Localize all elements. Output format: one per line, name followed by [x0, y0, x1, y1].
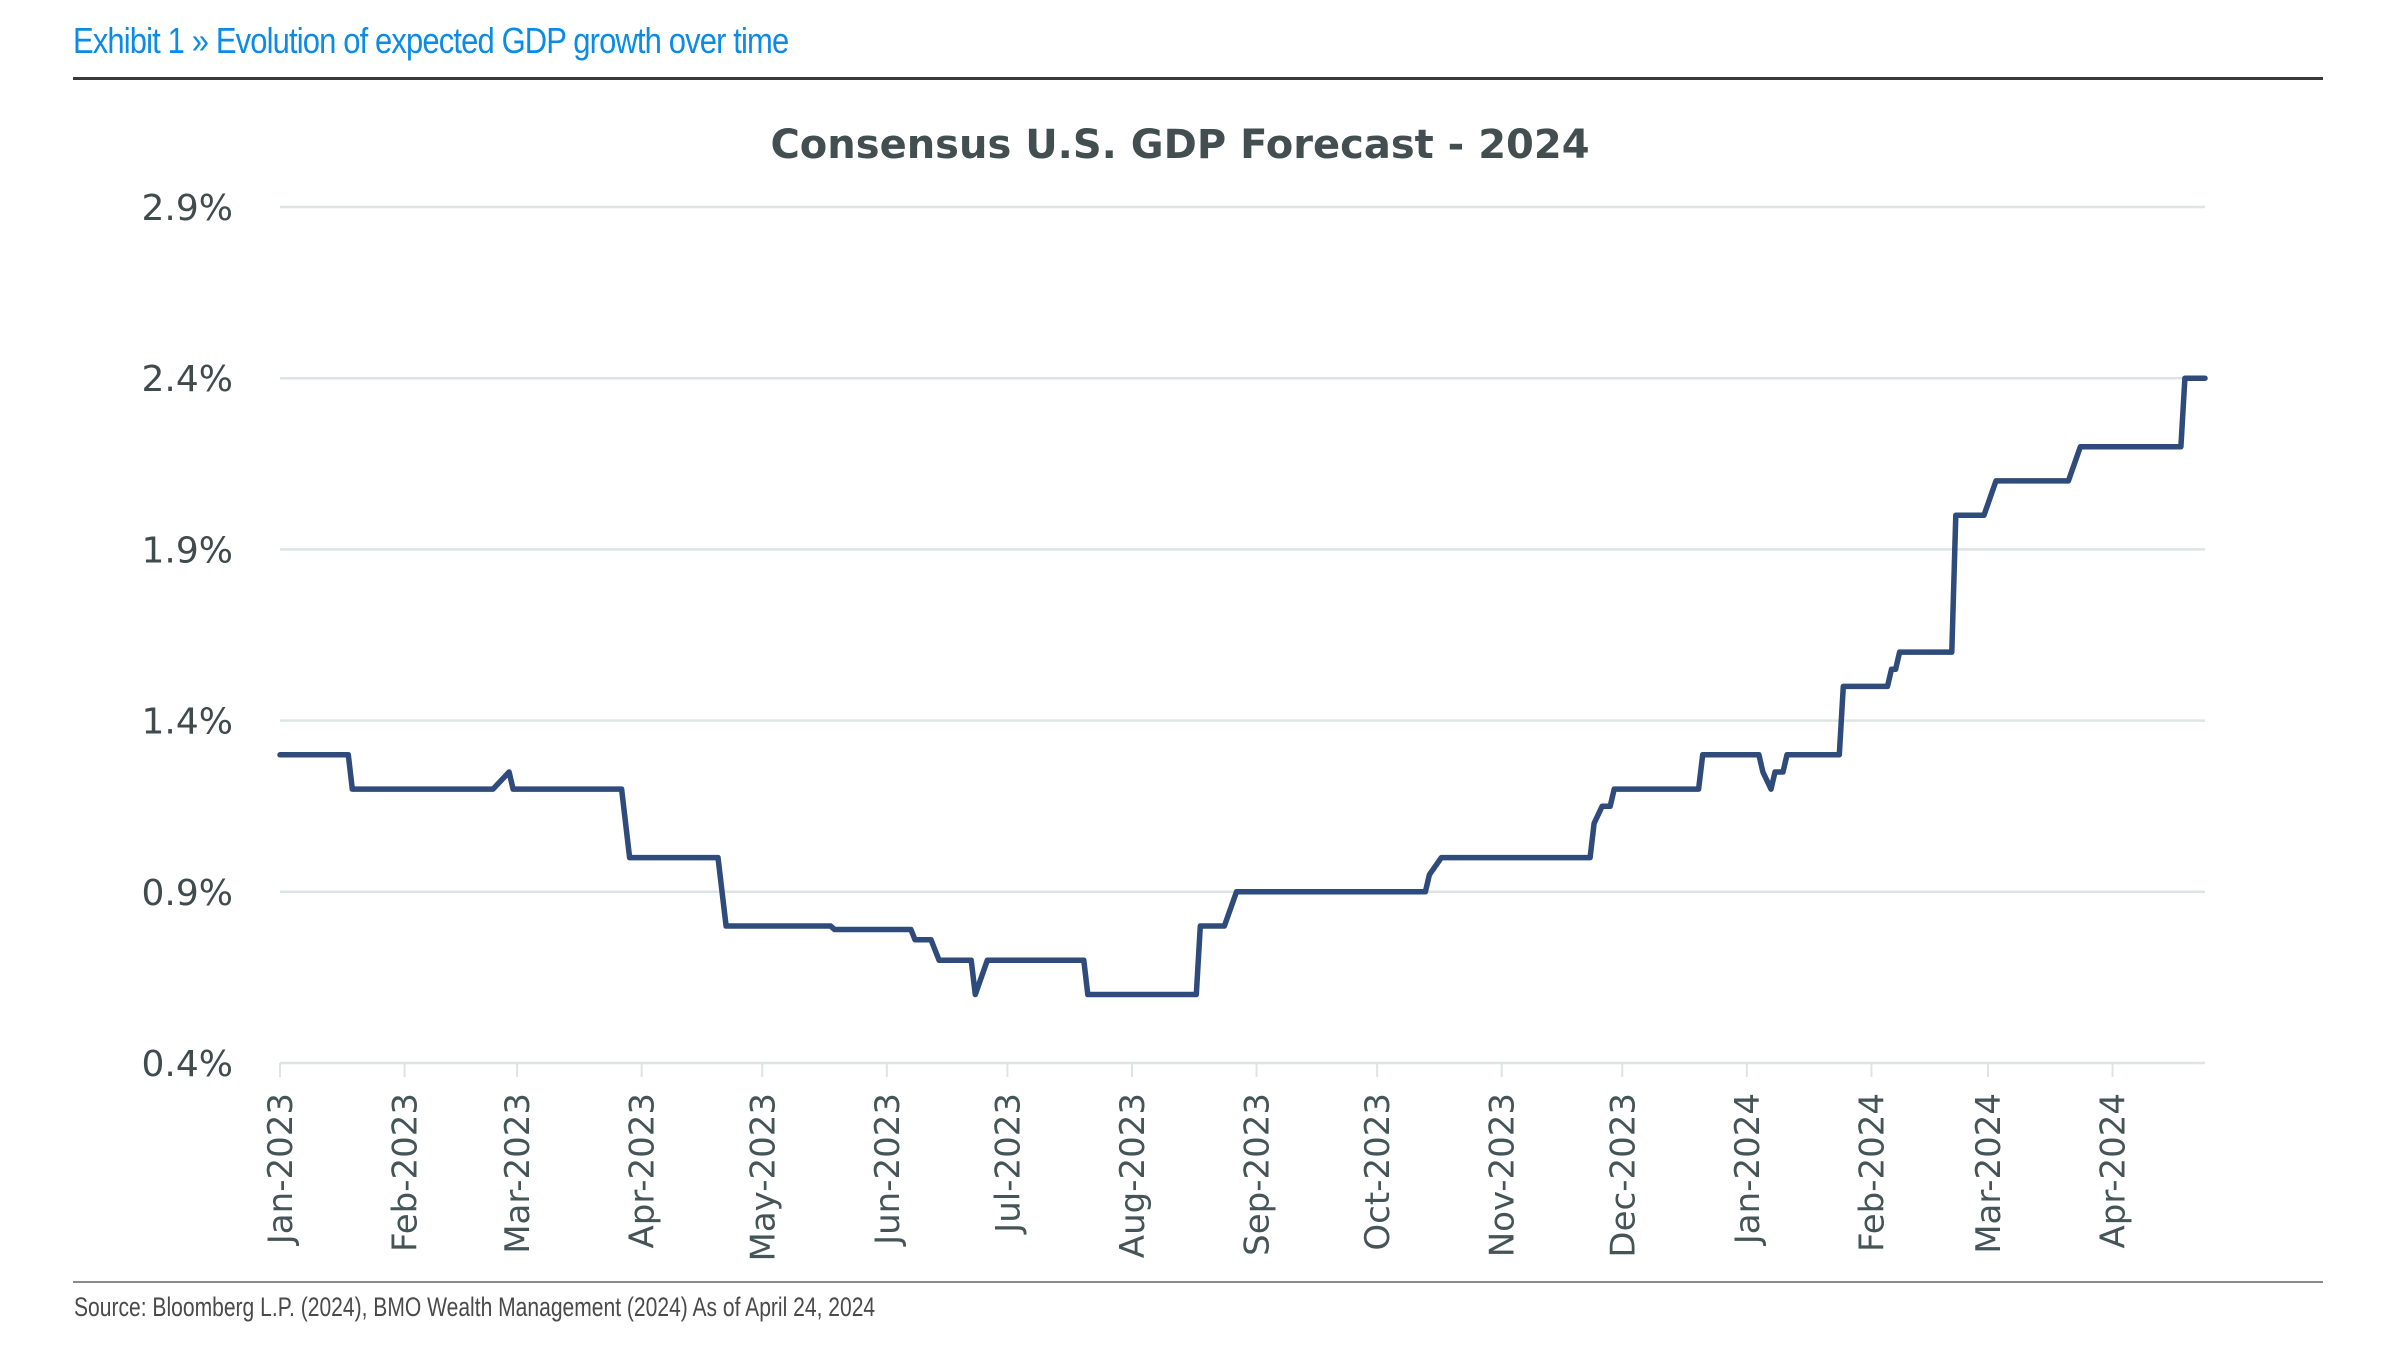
x-axis-ticks: Jan-2023 Feb-2023 Mar-2023 Apr-2023 May-2023…	[261, 1063, 2134, 1262]
x-tick-label: May-2023	[743, 1093, 783, 1262]
x-tick-label: Jan-2024	[1728, 1093, 1768, 1246]
x-tick-label: Jun-2023	[868, 1093, 908, 1247]
x-tick-label: Aug-2023	[1113, 1093, 1153, 1258]
y-axis-labels: 2.9% 2.4% 1.9% 1.4% 0.9% 0.4%	[142, 188, 233, 1085]
y-tick-label: 1.4%	[142, 702, 233, 743]
series-layer	[277, 375, 2208, 998]
x-tick-label: Jan-2023	[261, 1093, 301, 1246]
x-tick-label: Sep-2023	[1238, 1093, 1278, 1256]
y-tick-label: 0.9%	[142, 873, 233, 914]
x-tick-label: Apr-2024	[2094, 1093, 2134, 1248]
x-tick-label: Nov-2023	[1483, 1093, 1523, 1257]
y-tick-label: 1.9%	[142, 530, 233, 571]
y-tick-label: 2.9%	[142, 188, 233, 229]
x-tick-label: Mar-2023	[498, 1093, 538, 1254]
exhibit-title: Exhibit 1 » Evolution of expected GDP gr…	[73, 20, 789, 61]
series-line-gdp-forecast	[277, 375, 2208, 998]
x-tick-label: Feb-2023	[386, 1093, 426, 1252]
x-tick-label: Mar-2024	[1969, 1093, 2009, 1254]
x-tick-label: Feb-2024	[1852, 1093, 1892, 1252]
y-tick-label: 0.4%	[142, 1044, 233, 1085]
x-tick-label: Jul-2023	[988, 1093, 1028, 1235]
chart-title: Consensus U.S. GDP Forecast - 2024	[770, 122, 1589, 168]
x-tick-label: Apr-2023	[623, 1093, 663, 1248]
source-note: Source: Bloomberg L.P. (2024), BMO Wealt…	[74, 1292, 876, 1322]
y-tick-label: 2.4%	[142, 359, 233, 400]
x-tick-label: Dec-2023	[1603, 1093, 1643, 1258]
footer-divider	[73, 1281, 2323, 1283]
x-tick-label: Oct-2023	[1358, 1093, 1398, 1251]
header-divider	[73, 77, 2323, 80]
